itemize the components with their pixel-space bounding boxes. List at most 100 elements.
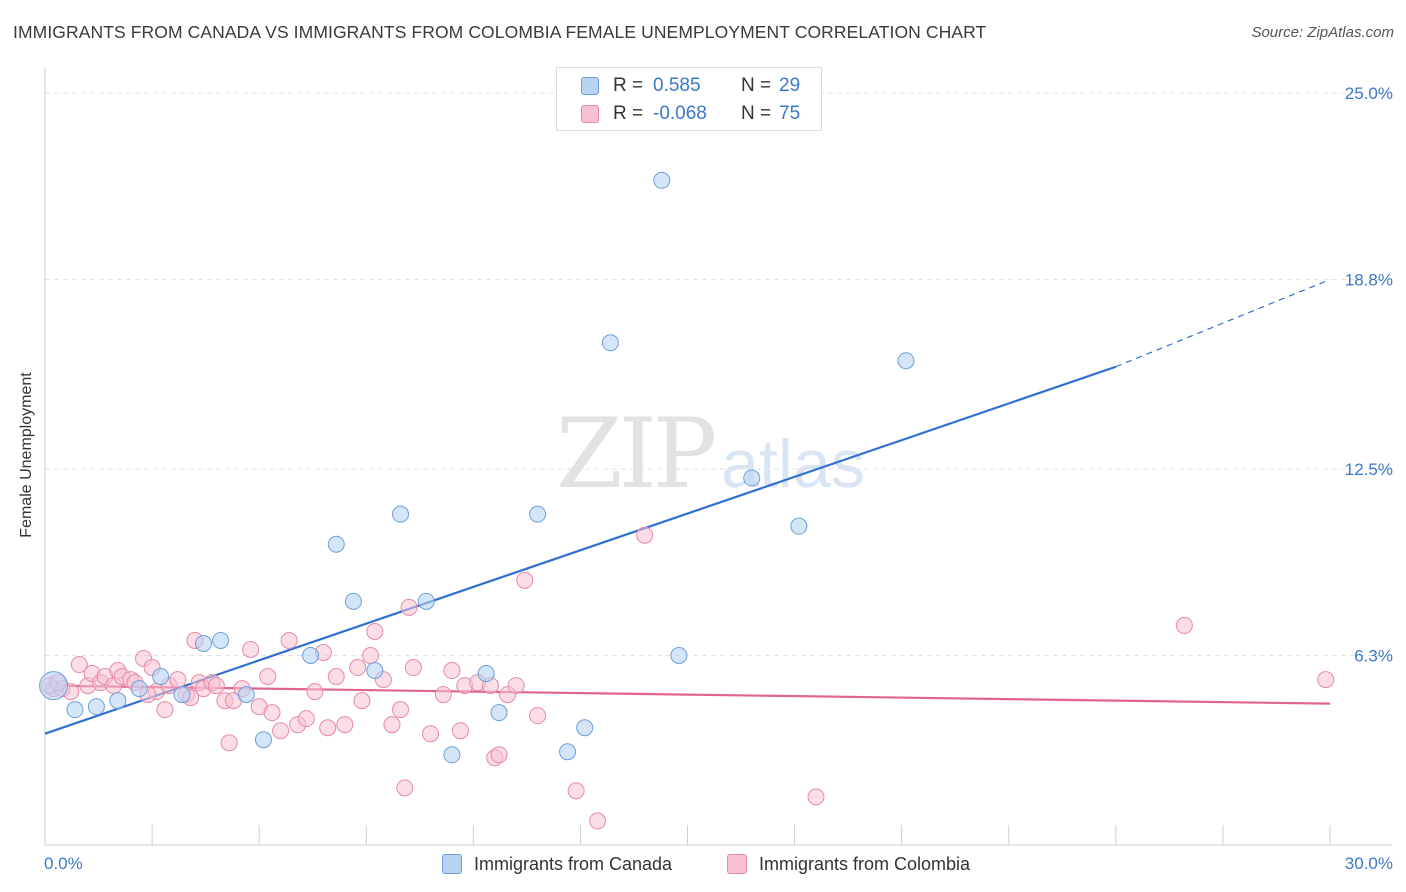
data-point-canada xyxy=(152,668,170,686)
source-label: Source: ZipAtlas.com xyxy=(1251,24,1394,41)
data-point-colombia xyxy=(451,722,469,740)
data-point-canada xyxy=(490,704,508,722)
data-point-colombia xyxy=(263,704,281,722)
data-point-colombia xyxy=(336,716,354,734)
data-point-colombia xyxy=(280,631,298,649)
legend-swatch-colombia xyxy=(581,105,599,123)
data-point-colombia xyxy=(306,683,324,701)
data-point-colombia xyxy=(319,719,337,737)
bottom-legend-swatch-canada xyxy=(442,854,462,874)
data-point-canada xyxy=(66,701,84,719)
data-point-colombia xyxy=(434,686,452,704)
data-point-canada xyxy=(477,665,495,683)
data-point-colombia xyxy=(443,662,461,680)
data-point-canada xyxy=(194,634,212,652)
data-point-colombia xyxy=(169,671,187,689)
legend-n-value: 75 xyxy=(779,103,801,124)
data-point-canada xyxy=(39,671,69,701)
data-point-canada xyxy=(529,505,547,523)
data-point-colombia xyxy=(327,668,345,686)
x-tick-label-max: 30.0% xyxy=(1345,854,1393,873)
data-point-canada xyxy=(897,352,915,370)
data-point-colombia xyxy=(516,571,534,589)
data-point-colombia xyxy=(353,692,371,710)
data-point-canada xyxy=(601,334,619,352)
legend-r-value: 0.585 xyxy=(653,75,701,96)
watermark: ZIP atlas xyxy=(556,398,865,510)
watermark-atlas: atlas xyxy=(721,426,865,502)
stats-legend: R = 0.585 N = 29 R = -0.068 N = 75 xyxy=(556,67,822,131)
data-point-canada xyxy=(237,686,255,704)
y-tick-label: 6.3% xyxy=(1354,647,1393,666)
data-point-canada xyxy=(173,686,191,704)
data-point-canada xyxy=(254,731,272,749)
bottom-legend-canada: Immigrants from Canada xyxy=(442,852,672,876)
data-point-colombia xyxy=(636,526,654,544)
legend-n-label: N = xyxy=(741,103,772,124)
trendline-canada xyxy=(44,365,1117,735)
data-point-canada xyxy=(366,662,384,680)
data-point-colombia xyxy=(507,677,525,695)
data-point-colombia xyxy=(529,707,547,725)
data-point-canada xyxy=(344,592,362,610)
legend-n-label: N = xyxy=(741,75,772,96)
y-tick-label: 18.8% xyxy=(1345,271,1393,290)
bottom-legend-label-canada: Immigrants from Canada xyxy=(474,853,673,874)
data-point-colombia xyxy=(1317,671,1335,689)
data-point-colombia xyxy=(362,647,380,665)
data-point-colombia xyxy=(400,598,418,616)
data-point-colombia xyxy=(589,812,607,830)
data-point-colombia xyxy=(242,640,260,658)
data-point-canada xyxy=(87,698,105,716)
legend-n-value: 29 xyxy=(779,75,801,96)
data-point-colombia xyxy=(259,668,277,686)
data-point-colombia xyxy=(70,656,88,674)
watermark-zip: ZIP xyxy=(556,398,717,510)
data-point-canada xyxy=(653,171,671,189)
data-point-colombia xyxy=(366,622,384,640)
legend-swatch-canada xyxy=(581,77,599,95)
data-point-colombia xyxy=(297,710,315,728)
legend-row-canada: R = 0.585 N = 29 xyxy=(581,74,800,98)
data-point-colombia xyxy=(1175,616,1193,634)
y-tick-label: 25.0% xyxy=(1345,84,1393,103)
data-point-colombia xyxy=(383,716,401,734)
data-point-canada xyxy=(327,535,345,553)
data-point-colombia xyxy=(392,701,410,719)
data-point-colombia xyxy=(422,725,439,743)
data-point-colombia xyxy=(156,701,174,719)
data-point-canada xyxy=(212,631,230,649)
bottom-legend-label-colombia: Immigrants from Colombia xyxy=(759,853,971,874)
data-point-canada xyxy=(443,746,461,764)
chart-title: IMMIGRANTS FROM CANADA VS IMMIGRANTS FRO… xyxy=(13,22,987,42)
data-point-colombia xyxy=(349,659,367,677)
data-point-colombia xyxy=(207,677,225,695)
data-point-canada xyxy=(392,505,410,523)
data-point-colombia xyxy=(220,734,238,752)
x-tick-label-min: 0.0% xyxy=(44,854,83,873)
data-point-canada xyxy=(670,647,688,665)
data-point-canada xyxy=(790,517,808,535)
data-point-canada xyxy=(743,469,761,487)
data-point-colombia xyxy=(396,779,414,797)
data-point-colombia xyxy=(272,722,290,740)
data-point-canada xyxy=(130,680,148,698)
data-point-colombia xyxy=(807,788,825,806)
data-point-colombia xyxy=(404,659,422,677)
bottom-legend-colombia: Immigrants from Colombia xyxy=(727,852,970,876)
legend-r-label: R = xyxy=(613,103,644,124)
data-point-canada xyxy=(302,647,320,665)
data-point-canada xyxy=(559,743,577,761)
y-tick-label: 12.5% xyxy=(1345,460,1393,479)
data-point-canada xyxy=(109,692,127,710)
legend-r-label: R = xyxy=(613,75,644,96)
legend-row-colombia: R = -0.068 N = 75 xyxy=(581,102,800,126)
data-point-canada xyxy=(417,592,435,610)
legend-r-value: -0.068 xyxy=(653,103,707,124)
bottom-legend-swatch-colombia xyxy=(727,854,747,874)
data-point-canada xyxy=(576,719,594,737)
trendline-colombia xyxy=(44,684,1331,705)
trendline-canada-extrapolated xyxy=(1115,278,1331,368)
data-point-colombia xyxy=(490,746,508,764)
